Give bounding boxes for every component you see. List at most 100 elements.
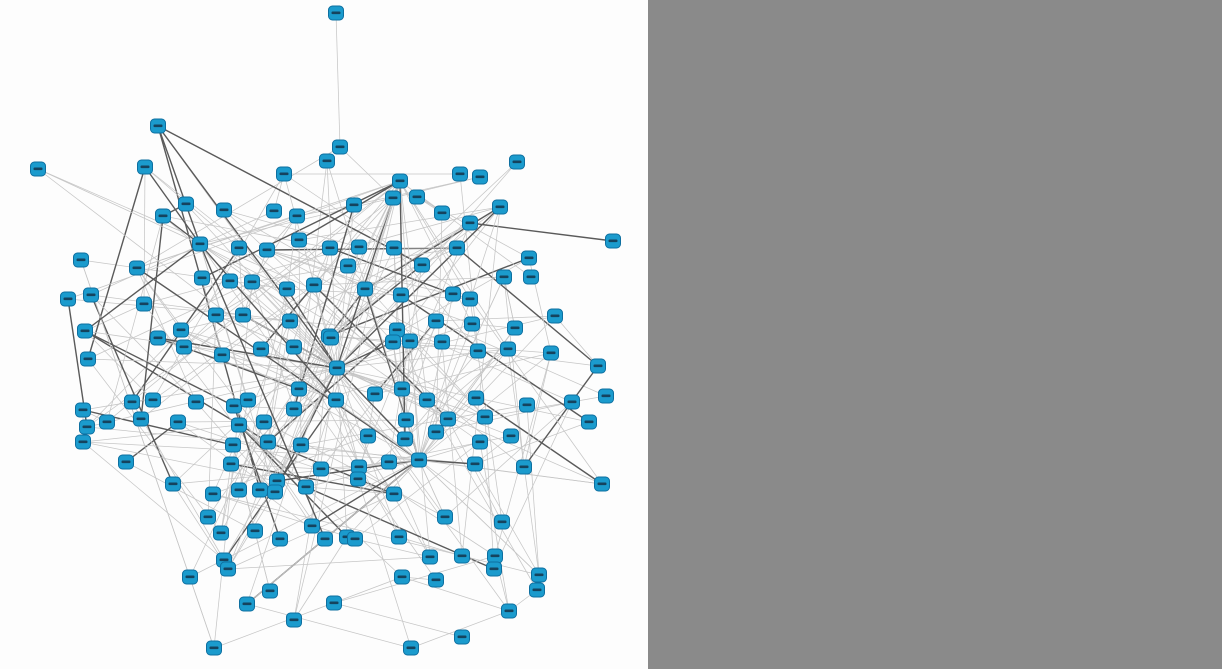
- overview-node[interactable]: [462, 291, 478, 307]
- overview-node[interactable]: [165, 476, 181, 492]
- overview-node[interactable]: [216, 202, 232, 218]
- overview-node[interactable]: [223, 456, 239, 472]
- overview-node[interactable]: [298, 479, 314, 495]
- overview-node[interactable]: [519, 397, 535, 413]
- overview-node[interactable]: [492, 199, 508, 215]
- overview-node[interactable]: [440, 411, 456, 427]
- overview-node[interactable]: [60, 291, 76, 307]
- overview-node[interactable]: [487, 548, 503, 564]
- overview-node[interactable]: [386, 486, 402, 502]
- overview-node[interactable]: [205, 486, 221, 502]
- overview-node[interactable]: [381, 454, 397, 470]
- overview-node[interactable]: [509, 154, 525, 170]
- overview-node[interactable]: [564, 394, 580, 410]
- overview-node[interactable]: [244, 274, 260, 290]
- overview-node[interactable]: [437, 509, 453, 525]
- overview-node[interactable]: [291, 232, 307, 248]
- overview-node[interactable]: [80, 351, 96, 367]
- overview-node[interactable]: [464, 316, 480, 332]
- overview-node[interactable]: [529, 582, 545, 598]
- overview-node[interactable]: [176, 339, 192, 355]
- overview-node[interactable]: [206, 640, 222, 656]
- overview-node[interactable]: [304, 518, 320, 534]
- overview-node[interactable]: [136, 296, 152, 312]
- overview-node[interactable]: [507, 320, 523, 336]
- overview-node[interactable]: [328, 392, 344, 408]
- overview-node[interactable]: [393, 287, 409, 303]
- overview-node[interactable]: [188, 394, 204, 410]
- overview-node[interactable]: [213, 525, 229, 541]
- overview-node[interactable]: [279, 281, 295, 297]
- overview-node[interactable]: [547, 308, 563, 324]
- overview-node[interactable]: [516, 459, 532, 475]
- overview-node[interactable]: [30, 161, 46, 177]
- overview-node[interactable]: [276, 166, 292, 182]
- overview-node[interactable]: [494, 514, 510, 530]
- overview-node[interactable]: [351, 459, 367, 475]
- overview-node[interactable]: [472, 169, 488, 185]
- overview-node[interactable]: [317, 531, 333, 547]
- overview-node[interactable]: [220, 561, 236, 577]
- overview-node[interactable]: [75, 402, 91, 418]
- overview-node[interactable]: [590, 358, 606, 374]
- overview-node[interactable]: [422, 549, 438, 565]
- overview-node[interactable]: [231, 417, 247, 433]
- overview-node[interactable]: [77, 323, 93, 339]
- overview-node[interactable]: [286, 612, 302, 628]
- overview-node[interactable]: [346, 197, 362, 213]
- overview-node[interactable]: [454, 629, 470, 645]
- overview-node[interactable]: [289, 208, 305, 224]
- overview-node[interactable]: [267, 484, 283, 500]
- overview-node[interactable]: [391, 529, 407, 545]
- overview-node[interactable]: [452, 166, 468, 182]
- overview-node[interactable]: [543, 345, 559, 361]
- overview-node[interactable]: [313, 461, 329, 477]
- overview-node[interactable]: [409, 189, 425, 205]
- overview-node[interactable]: [326, 595, 342, 611]
- overview-node[interactable]: [449, 240, 465, 256]
- overview-node[interactable]: [137, 159, 153, 175]
- overview-node[interactable]: [240, 392, 256, 408]
- overview-node[interactable]: [594, 476, 610, 492]
- overview-node[interactable]: [403, 640, 419, 656]
- overview-node[interactable]: [235, 307, 251, 323]
- overview-node[interactable]: [467, 456, 483, 472]
- overview-node[interactable]: [155, 208, 171, 224]
- overview-node[interactable]: [226, 398, 242, 414]
- overview-node[interactable]: [503, 428, 519, 444]
- overview-node[interactable]: [262, 583, 278, 599]
- overview-node[interactable]: [252, 482, 268, 498]
- overview-node[interactable]: [472, 434, 488, 450]
- overview-node[interactable]: [398, 412, 414, 428]
- overview-node[interactable]: [332, 139, 348, 155]
- overview-node[interactable]: [428, 572, 444, 588]
- overview-node[interactable]: [83, 287, 99, 303]
- overview-node[interactable]: [260, 434, 276, 450]
- overview-node[interactable]: [470, 343, 486, 359]
- overview-node[interactable]: [357, 281, 373, 297]
- overview-node[interactable]: [434, 334, 450, 350]
- overview-node[interactable]: [73, 252, 89, 268]
- overview-node[interactable]: [286, 401, 302, 417]
- overview-node[interactable]: [99, 414, 115, 430]
- overview-node[interactable]: [291, 381, 307, 397]
- overview-node[interactable]: [496, 269, 512, 285]
- overview-node[interactable]: [150, 118, 166, 134]
- overview-node[interactable]: [293, 437, 309, 453]
- overview-node[interactable]: [428, 424, 444, 440]
- overview-node[interactable]: [523, 269, 539, 285]
- overview-node[interactable]: [253, 341, 269, 357]
- overview-node[interactable]: [323, 330, 339, 346]
- overview-node[interactable]: [531, 567, 547, 583]
- overview-node[interactable]: [173, 322, 189, 338]
- overview-node[interactable]: [350, 471, 366, 487]
- overview-node[interactable]: [347, 531, 363, 547]
- overview-node[interactable]: [129, 260, 145, 276]
- overview-node[interactable]: [386, 240, 402, 256]
- overview-node[interactable]: [434, 205, 450, 221]
- overview-node[interactable]: [402, 333, 418, 349]
- overview-node[interactable]: [462, 215, 478, 231]
- overview-node[interactable]: [521, 250, 537, 266]
- overview-node[interactable]: [385, 190, 401, 206]
- overview-node[interactable]: [367, 386, 383, 402]
